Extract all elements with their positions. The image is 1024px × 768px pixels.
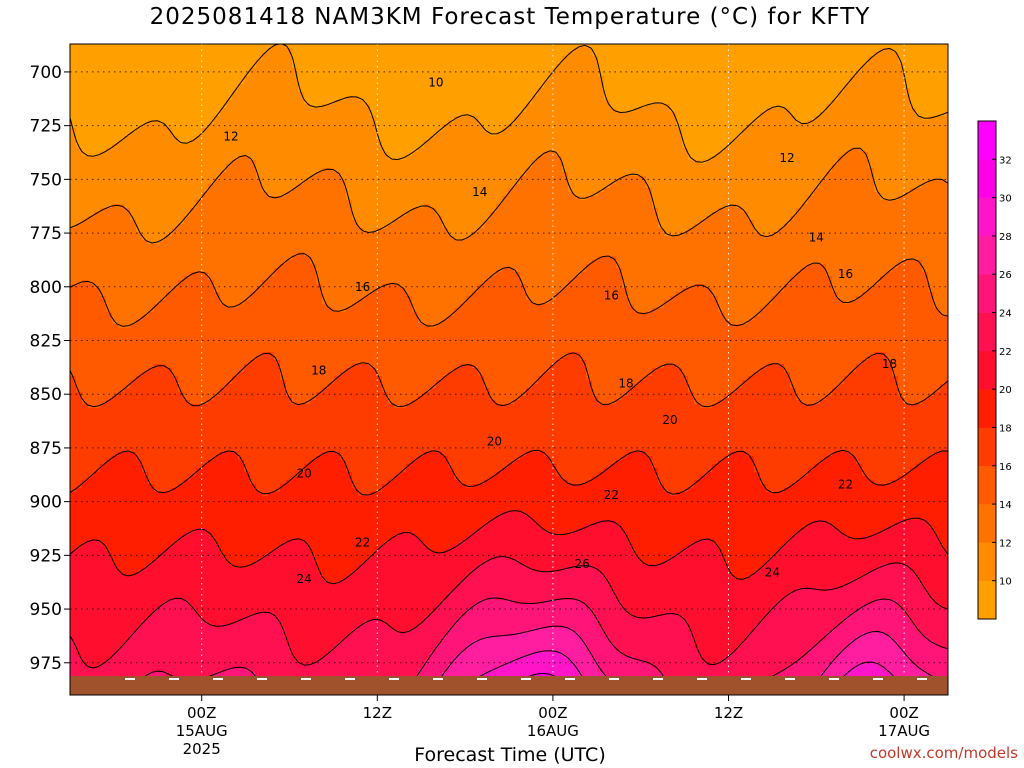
contour-label: 16 [355,280,370,294]
x-tick-label: 00Z [187,704,216,722]
colorbar-segment [978,542,996,581]
temperature-field [70,44,953,697]
contour-label: 16 [604,288,619,302]
ground-fill [70,676,948,695]
colorbar-segment [978,198,996,237]
contour-label: 16 [838,267,853,281]
colorbar-label: 16 [999,462,1012,473]
y-tick-label: 800 [30,278,62,298]
contour-label: 18 [618,376,633,390]
colorbar-segment [978,466,996,505]
contour-label: 20 [487,434,502,448]
colorbar: 10 12 14 16 18 20 22 24 26 28 30 32 [978,121,1012,619]
colorbar-segment [978,427,996,466]
y-tick-label: 950 [30,600,62,620]
credit-text: coolwx.com/models [870,744,1018,762]
y-tick-label: 875 [30,439,62,459]
colorbar-label: 24 [999,309,1012,320]
contour-label: 20 [296,467,311,481]
contour-label: 10 [428,76,443,90]
colorbar-segment [978,159,996,198]
colorbar-label: 26 [999,270,1012,281]
contour-label: 22 [355,535,370,549]
contour-label: 22 [604,488,619,502]
y-tick-label: 725 [30,117,62,137]
colorbar-segment [978,236,996,275]
contour-label: 12 [223,129,238,143]
colorbar-segment [978,313,996,352]
colorbar-label: 22 [999,347,1012,358]
contour-label: 14 [809,230,824,244]
contour-label: 26 [575,557,590,571]
x-tick-label: 00Z [538,704,567,722]
x-tick-label: 15AUG [176,722,228,740]
y-tick-label: 975 [30,654,62,674]
colorbar-label: 14 [999,500,1012,511]
colorbar-segment [978,351,996,390]
y-tick-label: 900 [30,493,62,513]
y-tick-label: 750 [30,170,62,190]
x-tick-label: 16AUG [527,722,579,740]
y-tick-label: 700 [30,63,62,83]
contour-label: 20 [662,413,677,427]
colorbar-label: 32 [999,155,1012,166]
contour-label: 18 [311,364,326,378]
colorbar-segment [978,389,996,428]
contour-label: 12 [779,151,794,165]
colorbar-label: 30 [999,194,1012,205]
ground-surface [70,676,948,695]
x-tick-label: 00Z [889,704,918,722]
colorbar-segment [978,581,996,620]
x-tick-label: 17AUG [878,722,930,740]
y-tick-label: 825 [30,331,62,351]
contour-label: 22 [838,477,853,491]
colorbar-label: 28 [999,232,1012,243]
colorbar-label: 12 [999,538,1012,549]
colorbar-segment [978,274,996,313]
colorbar-segment [978,504,996,543]
contour-label: 14 [472,185,487,199]
colorbar-segment [978,121,996,160]
x-tick-label: 12Z [714,704,743,722]
colorbar-label: 10 [999,577,1012,588]
y-tick-label: 850 [30,385,62,405]
colorbar-label: 20 [999,385,1012,396]
colorbar-label: 18 [999,423,1012,434]
contour-label: 18 [882,357,897,371]
x-tick-label: 12Z [363,704,392,722]
x-axis-label: Forecast Time (UTC) [0,744,1020,766]
contour-label: 24 [765,566,780,580]
y-axis: 700 725 750 775 800 825 850 875 900 925 950 975 [30,63,70,674]
y-tick-label: 775 [30,224,62,244]
contour-label: 24 [296,572,311,586]
y-tick-label: 925 [30,546,62,566]
